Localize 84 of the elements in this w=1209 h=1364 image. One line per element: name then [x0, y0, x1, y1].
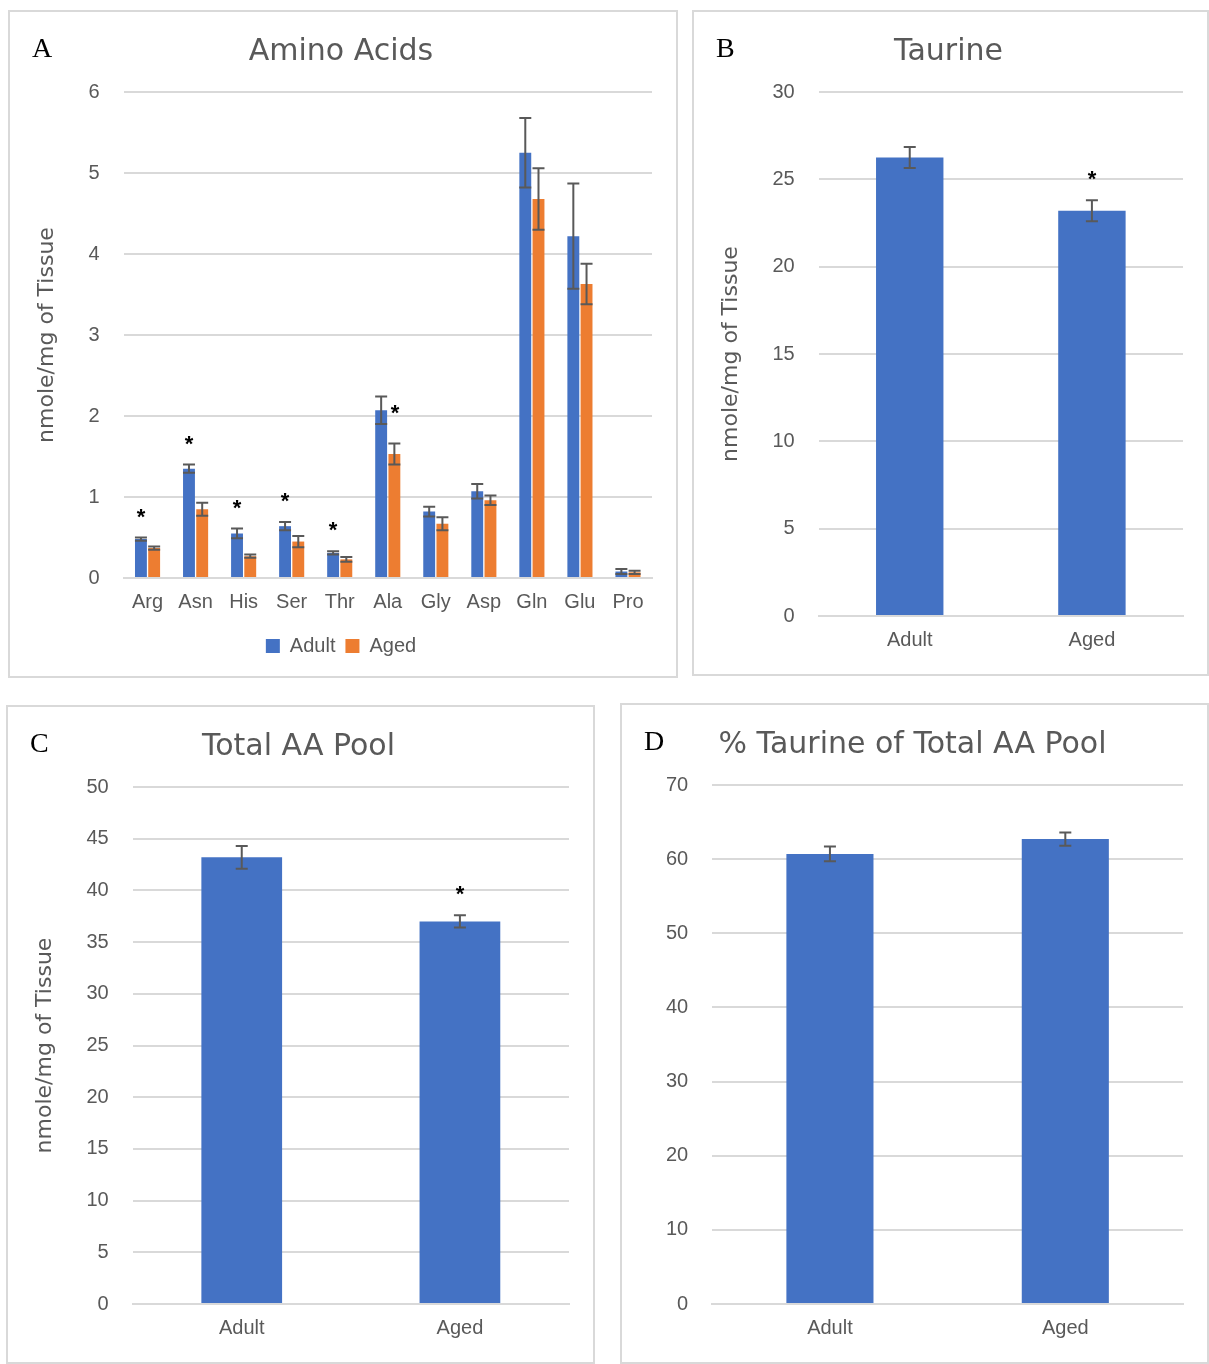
x-tick-label: Thr — [324, 589, 356, 612]
y-tick-label: 50 — [666, 920, 689, 943]
y-tick-label: 30 — [666, 1069, 689, 1092]
annotation: * — [232, 494, 242, 520]
chart-title: Taurine — [893, 31, 1003, 67]
bar — [134, 539, 147, 577]
annotation: * — [1087, 166, 1097, 192]
y-tick-label: 50 — [86, 774, 109, 797]
x-tick-label: Arg — [131, 589, 164, 612]
y-tick-label: 15 — [86, 1136, 109, 1159]
bar — [292, 541, 305, 577]
y-tick-label: 70 — [666, 772, 689, 795]
y-tick-label: 0 — [88, 565, 100, 588]
annotation: * — [136, 503, 146, 529]
y-tick-label: 40 — [666, 994, 689, 1017]
bar — [532, 198, 545, 577]
bar — [436, 523, 449, 577]
bar — [388, 454, 401, 577]
annotation: * — [390, 400, 400, 426]
y-tick-label: 5 — [783, 516, 795, 539]
y-tick-label: 15 — [772, 341, 795, 364]
x-tick-label: Aged — [436, 1315, 484, 1338]
bar — [375, 410, 388, 577]
y-tick-label: 10 — [86, 1188, 109, 1211]
bar — [567, 236, 580, 577]
y-tick-label: 30 — [86, 981, 109, 1004]
y-tick-label: 5 — [97, 1239, 109, 1262]
bar — [183, 468, 195, 577]
x-tick-label: Glu — [564, 589, 596, 612]
y-tick-label: 35 — [86, 929, 109, 952]
y-tick-label: 1 — [88, 484, 100, 507]
x-tick-label: Adult — [807, 1315, 854, 1338]
text: D — [644, 725, 665, 757]
y-tick-label: 25 — [86, 1033, 109, 1056]
chart-title: % Taurine of Total AA Pool — [718, 724, 1107, 760]
annotation: * — [455, 881, 465, 907]
text: C — [30, 727, 49, 759]
text: A — [32, 32, 53, 64]
bar — [471, 491, 484, 577]
bar — [580, 283, 593, 577]
y-tick-label: 25 — [772, 166, 795, 189]
y-tick-label: 5 — [88, 160, 100, 183]
y-tick-label: 2 — [88, 403, 100, 426]
y-tick-label: 30 — [772, 79, 795, 102]
x-tick-label: Adult — [218, 1315, 265, 1338]
annotation: * — [184, 430, 194, 456]
y-axis-title: nmole/mg of Tissue — [32, 227, 58, 443]
y-tick-label: 0 — [783, 603, 795, 626]
y-tick-label: 40 — [86, 877, 109, 900]
y-axis-title: nmole/mg of Tissue — [30, 937, 56, 1154]
x-tick-label: Gly — [420, 589, 451, 612]
chart-title: Amino Acids — [248, 31, 434, 67]
y-tick-label: 60 — [666, 846, 689, 869]
bar — [327, 552, 340, 577]
bar — [279, 526, 292, 577]
bar — [148, 548, 161, 577]
x-tick-label: Ala — [373, 589, 404, 612]
y-tick-label: 20 — [86, 1084, 109, 1107]
y-tick-label: 0 — [677, 1291, 689, 1314]
x-tick-label: Ser — [276, 589, 308, 612]
bar — [231, 533, 243, 577]
y-tick-label: 6 — [88, 79, 100, 102]
chart-title: Total AA Pool — [200, 726, 396, 762]
y-tick-label: 20 — [772, 254, 795, 277]
x-tick-label: His — [229, 589, 259, 612]
y-tick-label: 10 — [666, 1217, 689, 1240]
annotation: * — [328, 517, 338, 543]
x-tick-label: Asn — [178, 589, 213, 612]
text: B — [716, 32, 735, 64]
x-tick-label: Gln — [516, 589, 548, 612]
y-tick-label: 10 — [772, 428, 795, 451]
bar — [196, 509, 209, 577]
y-tick-label: 0 — [97, 1291, 109, 1314]
y-tick-label: 3 — [88, 322, 100, 345]
x-tick-label: Aged — [1041, 1315, 1089, 1338]
x-tick-label: Asp — [466, 589, 502, 612]
y-axis-title: nmole/mg of Tissue — [716, 246, 742, 462]
bar — [423, 511, 436, 577]
y-tick-label: 45 — [86, 826, 109, 849]
annotation: * — [280, 488, 290, 514]
y-tick-label: 4 — [88, 241, 100, 264]
x-tick-label: Pro — [612, 589, 644, 612]
bar — [519, 152, 532, 577]
y-tick-label: 20 — [666, 1143, 689, 1166]
